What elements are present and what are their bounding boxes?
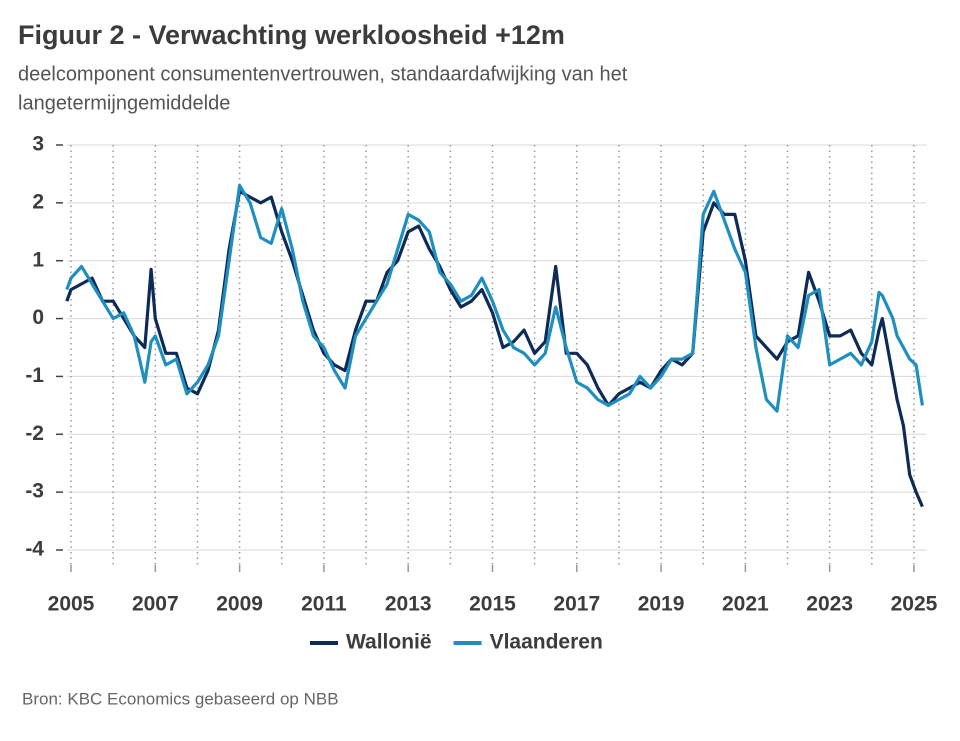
source: Bron: KBC Economics gebaseerd op NBB (22, 689, 339, 708)
y-tick-label: 1 (32, 248, 44, 271)
chart-subtitle: deelcomponent consumentenvertrouwen, sta… (18, 63, 628, 85)
y-tick-label: -1 (25, 364, 44, 387)
legend-label: Vlaanderen (490, 631, 603, 654)
x-tick-label: 2019 (638, 593, 685, 616)
x-tick-label: 2009 (216, 593, 263, 616)
chart-subtitle: langetermijngemiddelde (18, 92, 230, 114)
y-tick-label: 0 (32, 306, 44, 329)
x-tick-label: 2013 (385, 593, 432, 616)
x-tick-label: 2017 (553, 593, 600, 616)
y-tick-label: -4 (25, 538, 44, 561)
y-tick-label: 2 (32, 190, 44, 213)
legend-label: Wallonië (346, 631, 432, 654)
y-tick-label: -3 (25, 480, 44, 503)
x-tick-label: 2023 (806, 593, 853, 616)
series-line (65, 183, 924, 413)
x-tick-label: 2005 (48, 593, 95, 616)
x-tick-label: 2015 (469, 593, 516, 616)
x-tick-label: 2021 (722, 593, 769, 616)
x-tick-label: 2011 (301, 593, 347, 616)
chart-title: Figuur 2 - Verwachting werkloosheid +12m (18, 20, 565, 50)
series-line (65, 189, 924, 508)
x-tick-label: 2025 (891, 593, 938, 616)
y-tick-label: -2 (25, 422, 44, 445)
y-tick-label: 3 (32, 133, 44, 156)
x-tick-label: 2007 (132, 593, 179, 616)
